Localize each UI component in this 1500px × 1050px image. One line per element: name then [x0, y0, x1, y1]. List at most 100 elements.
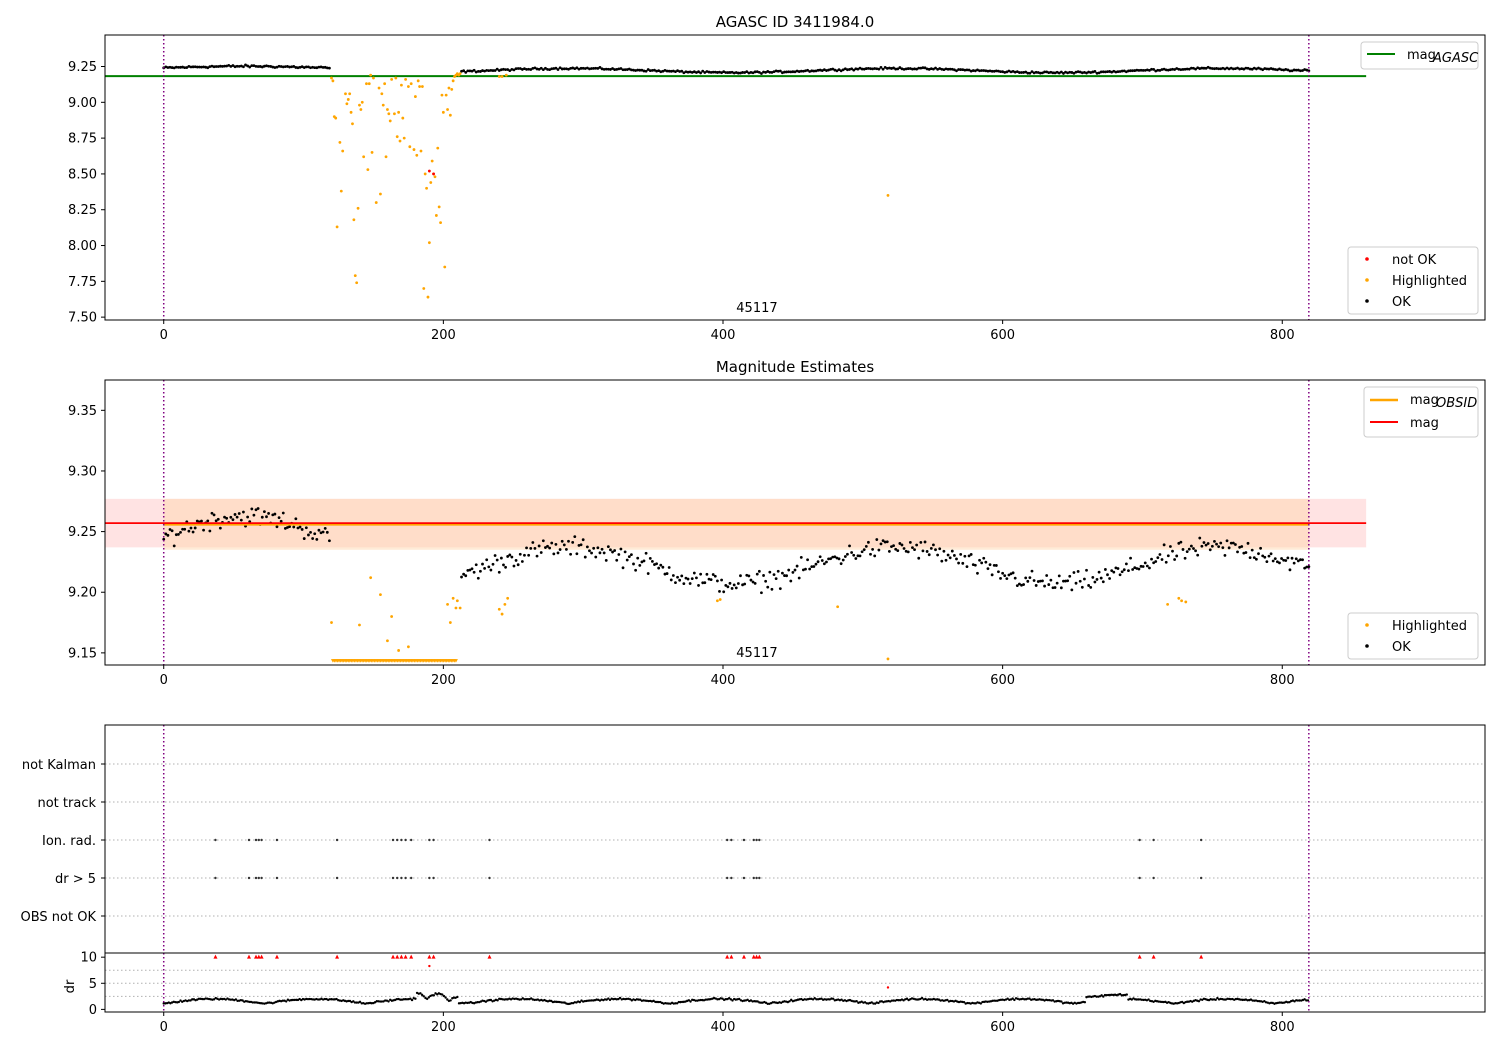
y-tick-label: 7.75 — [68, 275, 97, 290]
ok-point — [493, 554, 497, 557]
ok-point — [908, 541, 912, 544]
ok-point — [1141, 565, 1145, 568]
ok-point — [734, 586, 738, 590]
ok-point — [223, 64, 226, 68]
highlighted-point — [358, 623, 361, 627]
highlighted-point — [506, 596, 510, 600]
ok-point — [766, 585, 770, 589]
highlighted-point — [448, 621, 452, 624]
ok-point — [917, 66, 921, 70]
ok-point — [539, 551, 543, 554]
obsid-annotation: 45117 — [736, 646, 777, 661]
dr-point — [738, 997, 741, 1001]
ok-point — [1057, 71, 1061, 75]
dr-point — [1303, 998, 1306, 1001]
highlighted-point — [379, 593, 382, 597]
dr-point — [905, 997, 909, 1000]
y-tick-label: 9.15 — [68, 646, 97, 661]
ok-point — [204, 65, 208, 69]
ok-point — [1225, 539, 1229, 543]
ok-point — [1118, 70, 1122, 73]
ok-point — [934, 66, 937, 70]
ok-point — [520, 560, 524, 563]
ok-point — [860, 67, 864, 71]
highlighted-point — [365, 82, 368, 86]
legend-frame — [1347, 246, 1479, 315]
ok-point — [537, 67, 541, 71]
ok-point — [1160, 68, 1164, 71]
ok-point — [684, 576, 688, 580]
ok-point — [841, 558, 845, 562]
ok-point — [162, 537, 166, 541]
ok-point — [615, 67, 619, 71]
ok-point — [1198, 536, 1202, 540]
ok-point — [1257, 552, 1260, 556]
ok-point — [1286, 556, 1290, 560]
ok-point — [237, 512, 241, 515]
ok-point — [476, 576, 480, 580]
ok-point — [544, 546, 547, 549]
ok-point — [1208, 548, 1212, 552]
ok-point — [1135, 68, 1139, 72]
flag-point — [260, 838, 263, 842]
highlighted-point — [443, 265, 447, 269]
ok-point — [1181, 68, 1185, 71]
dr-point — [897, 998, 900, 1002]
ok-point — [955, 69, 958, 73]
ok-point — [860, 550, 864, 554]
ok-point — [711, 573, 715, 576]
ok-point — [218, 526, 222, 530]
ok-point — [1219, 67, 1223, 71]
ok-point — [462, 572, 466, 576]
ok-point — [650, 560, 654, 563]
ok-point — [1160, 558, 1164, 561]
ok-point — [189, 526, 193, 530]
highlighted-point — [351, 122, 354, 126]
ok-point — [776, 569, 780, 573]
ok-point — [1303, 566, 1307, 570]
ok-point — [535, 554, 539, 558]
ok-point — [518, 552, 522, 556]
ok-point — [1051, 71, 1055, 75]
ok-point — [820, 69, 824, 72]
highlighted-point — [386, 639, 389, 643]
ok-point — [1292, 68, 1296, 72]
highlighted-point — [369, 73, 373, 77]
ok-point — [1225, 66, 1229, 70]
ok-point — [881, 539, 885, 543]
ok-point — [172, 544, 176, 548]
dr-point — [920, 996, 924, 1000]
ok-point — [552, 67, 556, 70]
ok-point — [1290, 69, 1294, 73]
ok-point — [787, 568, 791, 572]
ok-point — [252, 64, 256, 68]
ok-point — [499, 68, 503, 72]
ok-point — [992, 69, 996, 73]
ok-point — [749, 578, 753, 582]
ok-point — [592, 546, 596, 550]
highlighted-point — [425, 186, 428, 190]
ok-point — [867, 540, 870, 544]
ok-point — [791, 570, 795, 574]
y-tick-label: 10 — [80, 951, 97, 966]
ok-point — [315, 66, 319, 70]
ok-point — [581, 538, 585, 542]
ok-point — [1278, 67, 1281, 71]
ok-point — [527, 67, 531, 71]
dr-point — [1083, 1000, 1087, 1004]
highlighted-point — [380, 92, 384, 96]
ok-point — [292, 525, 296, 529]
dr-point — [524, 997, 528, 1001]
ok-point — [311, 537, 315, 540]
highlighted-point — [352, 218, 356, 222]
ok-point — [621, 566, 625, 570]
flag-point — [257, 838, 260, 842]
ok-point — [638, 68, 642, 72]
x-tick-label: 400 — [711, 328, 736, 343]
highlighted-point — [451, 596, 455, 600]
chart-title: AGASC ID 3411984.0 — [716, 13, 875, 31]
flag-point — [730, 838, 733, 842]
y-tick-label: 0 — [89, 1003, 97, 1018]
ok-point — [1024, 70, 1028, 74]
ok-point — [632, 562, 635, 566]
